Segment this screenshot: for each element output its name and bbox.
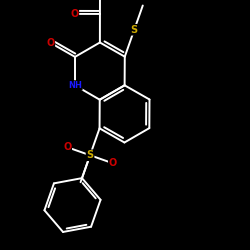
Text: O: O [70,9,78,19]
Text: NH: NH [68,81,82,90]
Text: S: S [86,150,94,160]
Text: O: O [46,38,54,48]
Text: O: O [109,158,117,168]
Text: O: O [63,142,71,152]
Text: S: S [131,25,138,35]
